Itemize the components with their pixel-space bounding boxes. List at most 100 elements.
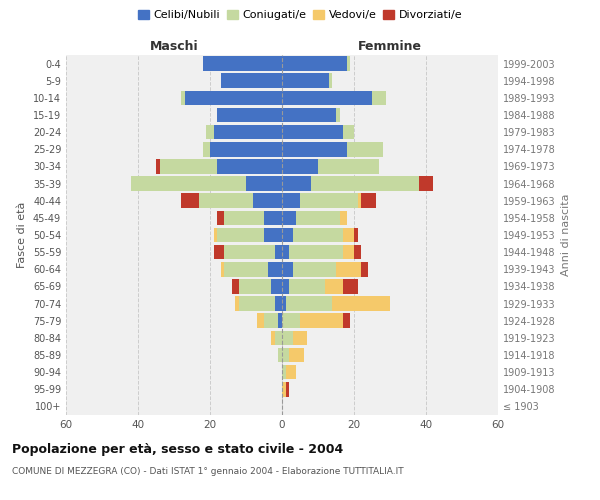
Bar <box>217 210 224 225</box>
Bar <box>332 296 390 311</box>
Bar <box>156 159 160 174</box>
Y-axis label: Anni di nascita: Anni di nascita <box>561 194 571 276</box>
Bar <box>264 228 282 242</box>
Bar <box>264 314 278 328</box>
Bar <box>300 314 343 328</box>
Bar <box>275 245 282 260</box>
Bar <box>347 142 383 156</box>
Bar <box>264 210 282 225</box>
Bar <box>181 90 185 105</box>
Bar <box>282 90 372 105</box>
Bar <box>329 74 332 88</box>
Bar <box>253 194 282 208</box>
Bar <box>246 176 282 191</box>
Bar <box>286 296 332 311</box>
Bar <box>282 194 300 208</box>
Bar <box>131 176 246 191</box>
Bar <box>282 262 293 276</box>
Bar <box>343 245 354 260</box>
Bar <box>181 194 199 208</box>
Bar <box>282 56 347 71</box>
Bar <box>221 74 282 88</box>
Bar <box>275 330 282 345</box>
Bar <box>336 262 361 276</box>
Bar <box>343 314 350 328</box>
Bar <box>282 365 286 380</box>
Bar <box>343 228 354 242</box>
Bar <box>354 245 361 260</box>
Bar <box>257 314 264 328</box>
Bar <box>278 348 282 362</box>
Bar <box>282 245 289 260</box>
Bar <box>271 279 282 293</box>
Bar <box>282 210 296 225</box>
Bar <box>282 176 311 191</box>
Text: COMUNE DI MEZZEGRA (CO) - Dati ISTAT 1° gennaio 2004 - Elaborazione TUTTITALIA.I: COMUNE DI MEZZEGRA (CO) - Dati ISTAT 1° … <box>12 468 404 476</box>
Bar <box>293 228 343 242</box>
Bar <box>311 176 419 191</box>
Bar <box>239 296 275 311</box>
Bar <box>286 382 289 396</box>
Bar <box>282 330 293 345</box>
Bar <box>340 210 347 225</box>
Bar <box>206 125 214 140</box>
Bar <box>221 262 224 276</box>
Bar <box>336 108 340 122</box>
Bar <box>217 159 282 174</box>
Bar <box>289 279 325 293</box>
Bar <box>296 210 340 225</box>
Bar <box>358 194 361 208</box>
Legend: Celibi/Nubili, Coniugati/e, Vedovi/e, Divorziati/e: Celibi/Nubili, Coniugati/e, Vedovi/e, Di… <box>133 6 467 25</box>
Bar <box>282 314 300 328</box>
Bar <box>289 245 343 260</box>
Bar <box>289 348 304 362</box>
Bar <box>217 108 282 122</box>
Text: Femmine: Femmine <box>358 40 422 52</box>
Bar <box>239 279 271 293</box>
Bar <box>214 125 282 140</box>
Bar <box>199 194 253 208</box>
Bar <box>203 56 282 71</box>
Bar <box>282 108 336 122</box>
Bar <box>419 176 433 191</box>
Bar <box>185 90 282 105</box>
Bar <box>343 125 354 140</box>
Bar <box>232 279 239 293</box>
Y-axis label: Fasce di età: Fasce di età <box>17 202 27 268</box>
Bar <box>282 296 286 311</box>
Bar <box>282 279 289 293</box>
Bar <box>224 210 264 225</box>
Bar <box>275 296 282 311</box>
Bar <box>282 348 289 362</box>
Bar <box>224 245 275 260</box>
Bar <box>300 194 358 208</box>
Bar <box>318 159 379 174</box>
Bar <box>354 228 358 242</box>
Bar <box>372 90 386 105</box>
Bar <box>224 262 268 276</box>
Bar <box>210 142 282 156</box>
Bar <box>347 56 350 71</box>
Text: Maschi: Maschi <box>149 40 199 52</box>
Bar <box>214 228 217 242</box>
Text: Popolazione per età, sesso e stato civile - 2004: Popolazione per età, sesso e stato civil… <box>12 442 343 456</box>
Bar <box>286 365 296 380</box>
Bar <box>268 262 282 276</box>
Bar <box>325 279 343 293</box>
Bar <box>282 228 293 242</box>
Bar <box>203 142 210 156</box>
Bar <box>282 74 329 88</box>
Bar <box>293 330 307 345</box>
Bar <box>343 279 358 293</box>
Bar <box>235 296 239 311</box>
Bar <box>282 159 318 174</box>
Bar <box>361 194 376 208</box>
Bar <box>278 314 282 328</box>
Bar <box>217 228 264 242</box>
Bar <box>160 159 217 174</box>
Bar <box>282 142 347 156</box>
Bar <box>214 245 224 260</box>
Bar <box>282 125 343 140</box>
Bar <box>282 382 286 396</box>
Bar <box>271 330 275 345</box>
